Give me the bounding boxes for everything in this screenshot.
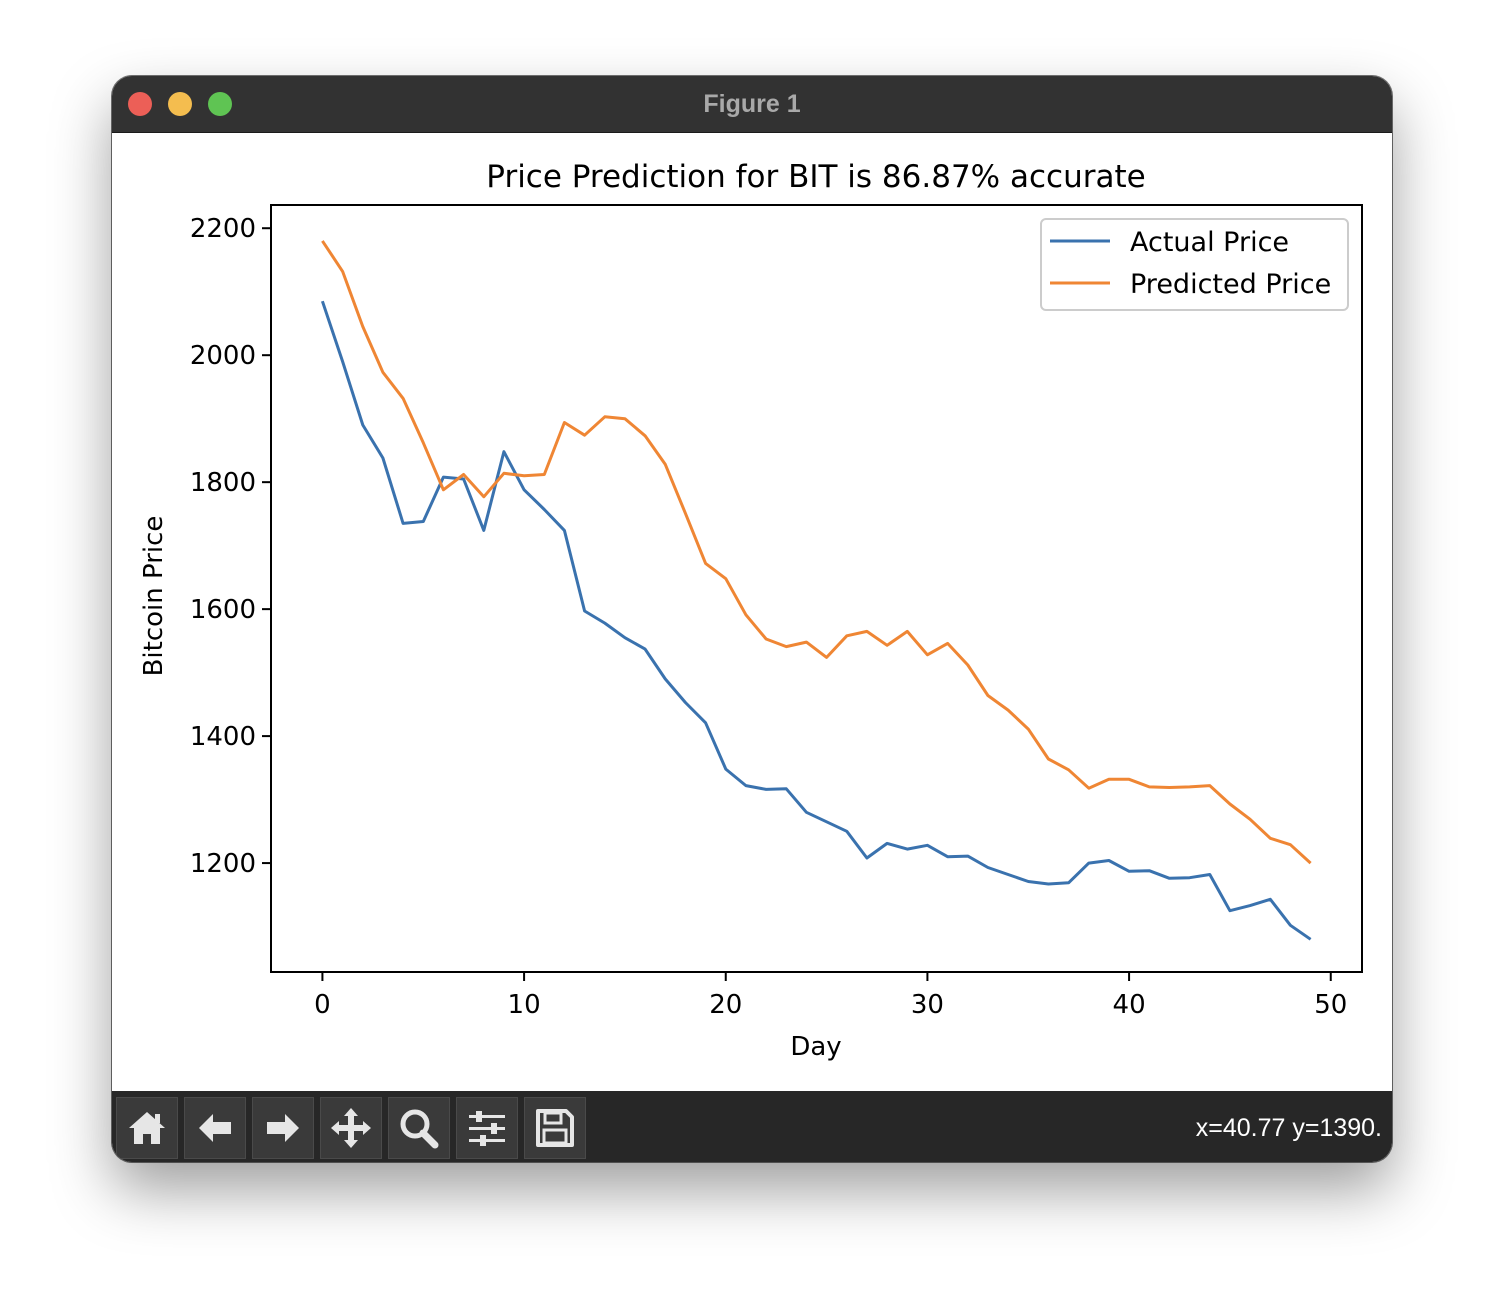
x-tick-label: 40 [1113, 990, 1146, 1020]
floppy-disk-icon [536, 1109, 574, 1147]
y-axis-label: Bitcoin Price [139, 516, 169, 677]
figure-canvas[interactable]: Price Prediction for BIT is 86.87% accur… [112, 133, 1392, 1091]
legend-label-predicted: Predicted Price [1130, 269, 1331, 300]
arrow-right-icon [267, 1114, 299, 1142]
back-button[interactable] [184, 1097, 246, 1159]
axis-ticks: 0 10 20 30 40 50 1200 1400 1600 1800 2000 2200 [190, 214, 1347, 1020]
x-axis-label: Day [790, 1032, 841, 1062]
cursor-coordinates: x=40.77 y=1390. [1195, 1114, 1382, 1142]
save-button[interactable] [524, 1097, 586, 1159]
zoom-button[interactable] [388, 1097, 450, 1159]
x-tick-label: 0 [314, 990, 331, 1020]
line-chart: Price Prediction for BIT is 86.87% accur… [139, 159, 1363, 1062]
y-tick-label: 1200 [190, 849, 256, 879]
magnifier-icon [400, 1109, 439, 1149]
configure-subplots-button[interactable] [456, 1097, 518, 1159]
window-title: Figure 1 [703, 90, 801, 118]
y-tick-label: 2200 [190, 214, 256, 244]
navigation-toolbar: x=40.77 y=1390. [112, 1091, 1392, 1162]
y-tick-label: 1800 [190, 468, 256, 498]
legend: Actual Price Predicted Price [1040, 218, 1349, 311]
plot-lines [320, 240, 1312, 941]
forward-button[interactable] [252, 1097, 314, 1159]
title-bar: Figure 1 [112, 76, 1392, 133]
x-tick-label: 30 [911, 990, 944, 1020]
actual-price-line [320, 300, 1312, 941]
figure-window: Figure 1 Price Prediction for BIT is 86.… [112, 76, 1392, 1162]
move-icon [331, 1108, 371, 1148]
y-tick-label: 1400 [190, 722, 256, 752]
pan-button[interactable] [320, 1097, 382, 1159]
legend-box [1040, 218, 1349, 311]
home-button[interactable] [116, 1097, 178, 1159]
minimize-window-button[interactable] [168, 92, 192, 116]
arrow-left-icon [199, 1114, 231, 1142]
close-window-button[interactable] [128, 92, 152, 116]
predicted-price-line [321, 240, 1312, 865]
y-tick-label: 1600 [190, 595, 256, 625]
zoom-window-button[interactable] [208, 92, 232, 116]
axes-frame [270, 204, 1363, 973]
sliders-icon [469, 1111, 505, 1146]
x-tick-label: 20 [709, 990, 742, 1020]
x-tick-label: 50 [1314, 990, 1347, 1020]
home-icon [129, 1112, 165, 1144]
chart-title: Price Prediction for BIT is 86.87% accur… [486, 159, 1145, 195]
y-tick-label: 2000 [190, 341, 256, 371]
x-tick-label: 10 [508, 990, 541, 1020]
legend-label-actual: Actual Price [1130, 227, 1289, 258]
